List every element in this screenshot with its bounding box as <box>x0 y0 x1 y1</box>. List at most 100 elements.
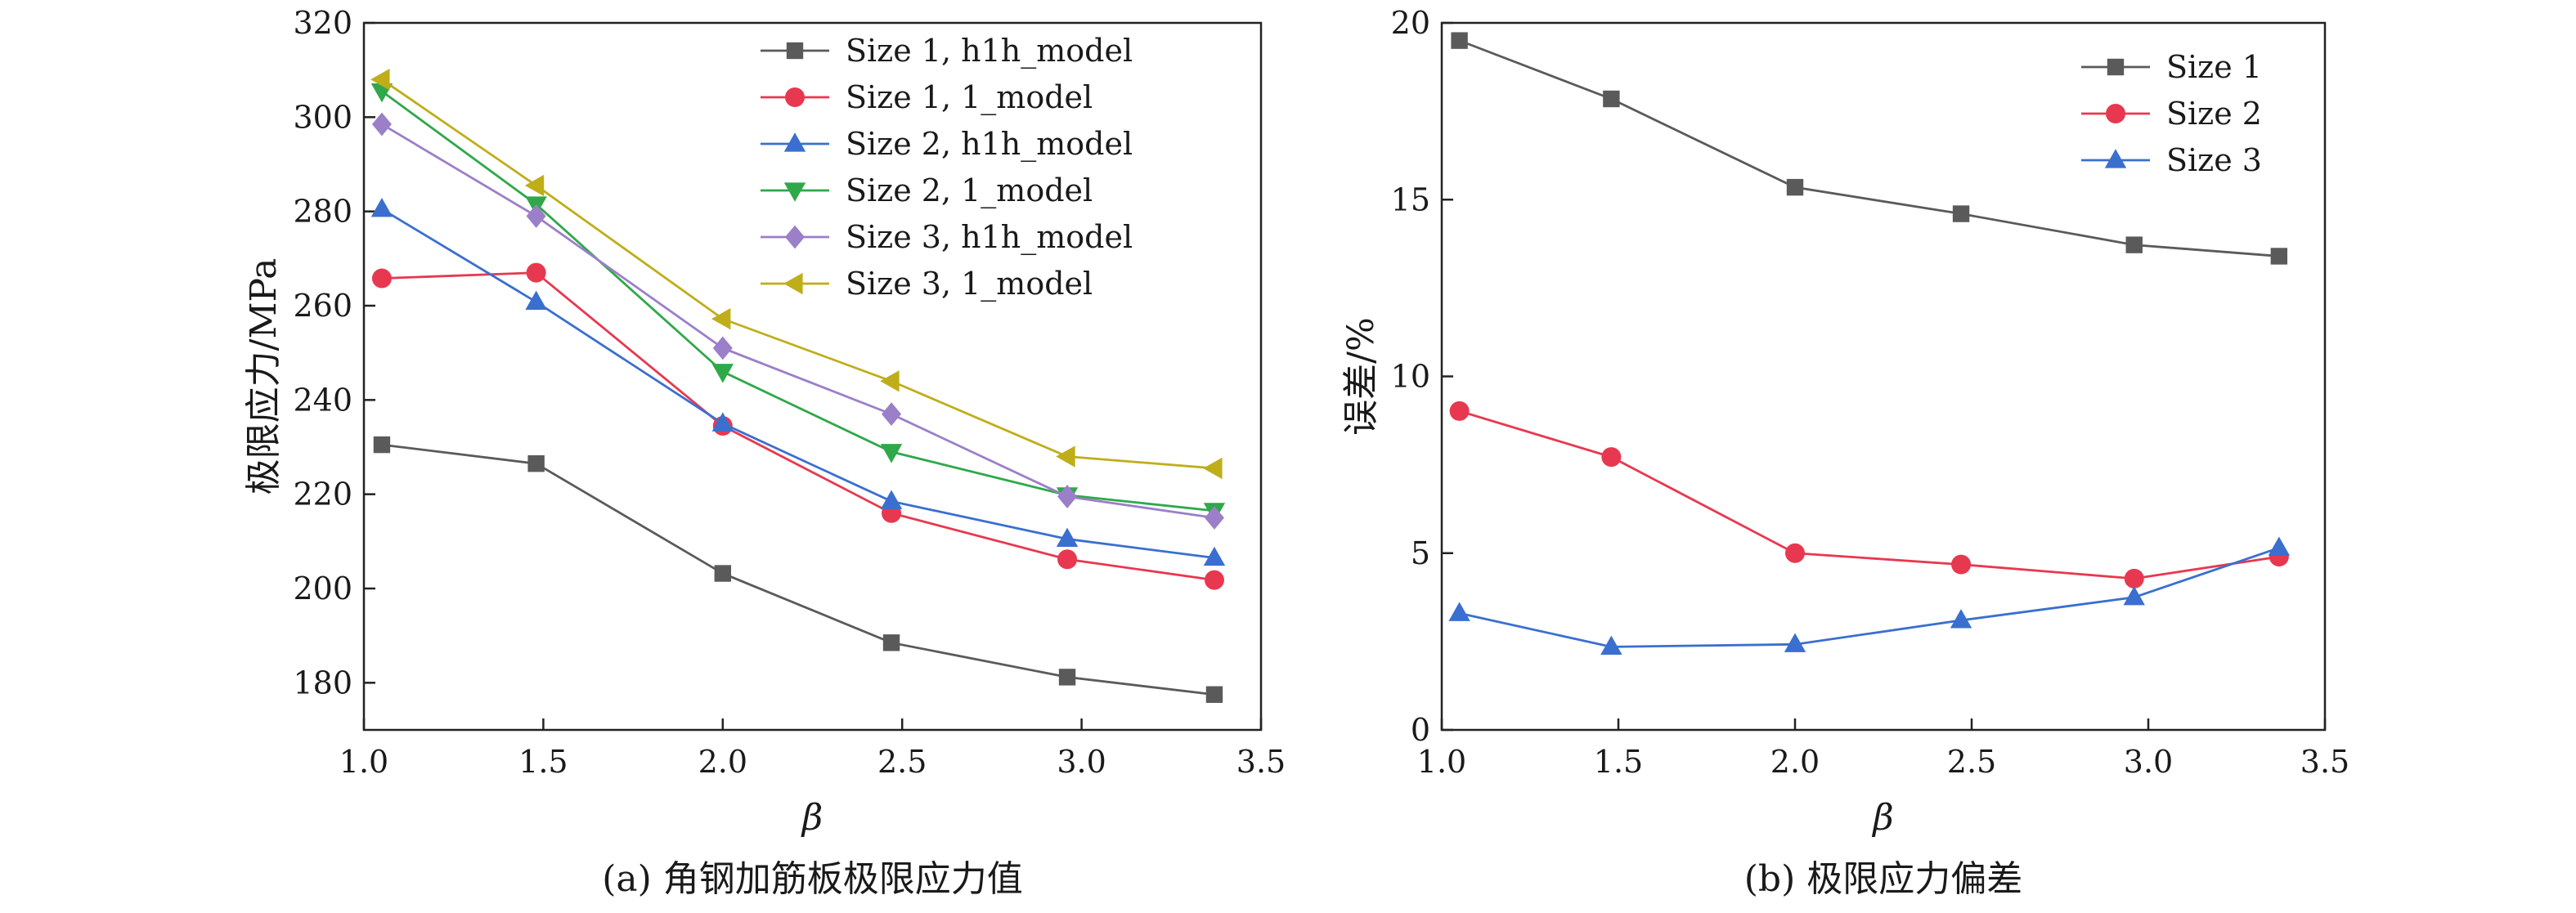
series-line <box>1459 546 2280 648</box>
data-point <box>1448 602 1470 621</box>
data-point <box>880 444 903 463</box>
legend-marker <box>2104 149 2127 168</box>
series-line <box>381 123 1215 519</box>
x-tick-label: 1.0 <box>339 744 388 780</box>
x-tick-label: 3.5 <box>1236 744 1286 780</box>
y-tick-label: 220 <box>293 477 352 512</box>
data-point <box>371 112 392 137</box>
x-tick-label: 1.5 <box>518 744 568 780</box>
legend: Size 1, h1h_model Size 1, 1_model Size 2, … <box>761 33 1133 302</box>
x-tick-label: 2.5 <box>1947 744 1996 780</box>
series-2 <box>1448 536 2291 655</box>
plot-frame <box>362 21 1263 732</box>
legend-marker <box>783 132 806 152</box>
legend-marker <box>783 272 803 295</box>
data-point <box>1057 485 1078 508</box>
data-point <box>2125 236 2143 253</box>
series-4 <box>371 112 1224 530</box>
series-0 <box>1451 32 2288 265</box>
data-point <box>371 268 392 289</box>
y-tick-label: 260 <box>293 288 352 324</box>
data-point <box>712 336 733 360</box>
data-point <box>711 412 734 432</box>
y-axis-label: 极限应力/MPa <box>243 258 285 495</box>
data-point <box>711 364 734 383</box>
x-tick-label: 2.5 <box>877 744 927 780</box>
x-tick-label: 3.5 <box>2300 744 2349 780</box>
data-point <box>882 634 900 651</box>
data-point <box>370 197 393 217</box>
data-point <box>2268 536 2291 556</box>
legend-label: Size 1, 1_model <box>846 79 1093 116</box>
data-point <box>711 307 731 330</box>
series-2 <box>370 197 1226 566</box>
series-line <box>1459 410 2280 580</box>
legend-marker <box>785 87 805 107</box>
data-point <box>526 204 546 228</box>
data-point <box>373 436 391 454</box>
y-tick-label: 200 <box>293 571 352 606</box>
data-point <box>370 69 390 91</box>
data-point <box>882 402 902 427</box>
data-point <box>527 454 545 472</box>
legend-label: Size 3, h1h_model <box>846 219 1133 256</box>
chart-caption: (b) 极限应力偏差 <box>1744 858 2022 900</box>
x-axis-label: β <box>1871 797 1893 839</box>
y-tick-label: 0 <box>1411 712 1430 748</box>
series-1 <box>371 262 1224 590</box>
data-point <box>1950 609 1972 629</box>
legend-label: Size 1, h1h_model <box>846 33 1133 69</box>
series-line <box>381 208 1215 559</box>
data-point <box>1203 457 1223 480</box>
data-point <box>1451 32 1468 49</box>
data-point <box>1056 527 1079 548</box>
data-point <box>2124 568 2144 589</box>
legend-label: Size 3 <box>2166 142 2262 178</box>
series-5 <box>370 69 1223 480</box>
chart-b: 1.0 1.5 2.0 2.5 3.0 3.5 0 5 10 15 20 β 误差/% (b) 极限应力偏… <box>1340 5 2349 900</box>
x-axis-label: β <box>801 797 823 839</box>
data-point <box>1203 546 1226 566</box>
x-tick-label: 1.0 <box>1417 744 1466 780</box>
series-line <box>1459 39 2279 257</box>
data-point <box>2123 586 2145 606</box>
data-point <box>2270 248 2288 265</box>
data-point <box>1056 445 1075 468</box>
series-line <box>381 271 1215 582</box>
data-point <box>1785 543 1805 563</box>
chart-caption: (a) 角钢加筋板极限应力值 <box>602 858 1023 900</box>
x-tick-label: 3.0 <box>1057 744 1106 780</box>
data-point <box>525 290 547 310</box>
legend-label: Size 2, h1h_model <box>846 126 1133 163</box>
data-point <box>880 370 900 392</box>
y-tick-label: 300 <box>293 99 352 135</box>
legend-marker <box>785 225 805 249</box>
legend-label: Size 1 <box>2166 49 2262 85</box>
data-point <box>1603 90 1620 108</box>
y-tick-label: 240 <box>293 382 352 418</box>
data-point <box>1204 506 1224 530</box>
legend-label: Size 3, 1_model <box>846 266 1093 302</box>
legend-label: Size 2 <box>2166 96 2262 132</box>
y-tick-label: 10 <box>1391 359 1430 395</box>
x-tick-label: 2.0 <box>698 744 747 780</box>
data-point <box>1601 447 1622 468</box>
y-tick-label: 15 <box>1391 181 1430 217</box>
legend: Size 1 Size 2 Size 3 <box>2081 49 2262 178</box>
data-point <box>526 262 546 283</box>
data-point <box>1449 401 1470 421</box>
x-tick-label: 3.0 <box>2124 744 2173 780</box>
series-line <box>381 90 1215 512</box>
data-point <box>1952 205 1970 222</box>
series-1 <box>1449 401 2289 589</box>
data-point <box>714 565 731 582</box>
y-tick-label: 180 <box>293 665 352 700</box>
y-axis-label: 误差/% <box>1340 317 1382 436</box>
data-point <box>1058 669 1076 686</box>
data-point <box>524 174 545 197</box>
legend-marker <box>783 182 806 202</box>
x-tick-label: 2.0 <box>1770 744 1820 780</box>
legend-marker <box>786 42 804 60</box>
series-3 <box>370 83 1226 522</box>
